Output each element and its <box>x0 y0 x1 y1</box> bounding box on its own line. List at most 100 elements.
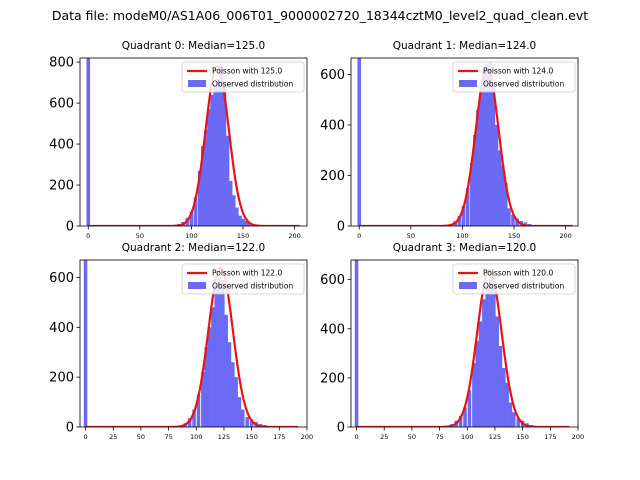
histogram-bar <box>201 372 205 427</box>
quadrant-1-panel: Quadrant 1: Median=124.0 0 200 400 600 0 50 100… <box>320 40 579 240</box>
histogram-bar <box>482 71 486 226</box>
legend: Poisson with 125.0 Observed distribution <box>181 61 305 93</box>
histogram-bar <box>500 165 505 226</box>
y-tick-label: 400 <box>320 118 345 133</box>
y-tick-label: 400 <box>320 322 345 337</box>
quadrant-2-panel: Quadrant 2: Median=122.0 0 200 400 600 0 25 50 7… <box>49 242 313 441</box>
histogram-bar <box>498 345 503 427</box>
histogram-bar <box>216 78 221 226</box>
y-tick-label: 200 <box>49 179 74 194</box>
y-tick-label: 400 <box>49 138 74 153</box>
histogram-bar <box>187 418 192 427</box>
histogram-bar <box>502 368 506 427</box>
histogram-bar <box>245 417 249 427</box>
legend: Poisson with 122.0 Observed distribution <box>181 263 305 295</box>
histogram-bar <box>479 89 483 226</box>
x-tick-label: 50 <box>137 433 145 441</box>
histogram-bar <box>473 135 477 226</box>
histogram-bar <box>465 188 470 226</box>
y-tick-label: 0 <box>337 220 345 235</box>
histogram-bar <box>228 180 233 226</box>
poisson-curve <box>85 266 299 427</box>
histogram-bar <box>463 407 467 427</box>
histogram-bar <box>516 418 520 427</box>
histogram-bar <box>485 64 490 226</box>
legend-bars-label: Observed distribution <box>212 282 293 291</box>
plot-area <box>354 260 570 427</box>
histogram-bar <box>224 314 228 427</box>
histogram-bar <box>221 279 225 427</box>
x-tick-label: 25 <box>380 433 388 441</box>
x-tick-label: 0 <box>357 232 361 240</box>
legend: Poisson with 124.0 Observed distribution <box>452 61 576 93</box>
histogram-bar <box>204 347 209 427</box>
y-tick-label: 0 <box>337 421 345 436</box>
x-tick-label: 100 <box>190 433 202 441</box>
histogram-bar <box>193 197 198 226</box>
histogram-bar <box>491 84 496 226</box>
histogram-bar <box>497 150 502 226</box>
y-tick-label: 800 <box>49 56 74 71</box>
histogram-bar <box>225 135 230 226</box>
plot-area <box>83 260 299 427</box>
x-tick-label: 150 <box>508 232 520 240</box>
histogram-bar <box>523 222 528 226</box>
histogram-bar <box>467 390 472 427</box>
x-tick-label: 150 <box>516 433 528 441</box>
x-tick-label: 200 <box>572 433 584 441</box>
histogram-bar <box>197 170 202 226</box>
histogram-bar <box>478 321 483 427</box>
histogram-bar <box>211 307 215 427</box>
histogram-bar <box>511 214 515 226</box>
figure-suptitle: Data file: modeM0/AS1A06_006T01_90000027… <box>52 8 588 23</box>
x-tick-label: 200 <box>301 433 313 441</box>
histogram-bar <box>508 402 513 427</box>
x-tick-label: 125 <box>489 433 501 441</box>
y-tick-label: 600 <box>49 97 74 112</box>
axes-frame <box>350 57 579 227</box>
quadrant-2-title: Quadrant 2: Median=122.0 <box>122 242 265 254</box>
y-tick-label: 600 <box>49 271 74 286</box>
x-tick-label: 0 <box>354 433 358 441</box>
axes-frame <box>350 259 579 428</box>
zero-bin-bar <box>354 260 359 427</box>
zero-bin-bar <box>357 58 362 226</box>
histogram-bar <box>482 299 486 427</box>
histogram-bar <box>461 205 466 226</box>
histogram-bar <box>214 284 218 427</box>
legend-bars-label: Observed distribution <box>483 282 564 291</box>
histogram-bar <box>492 279 496 427</box>
plot-area <box>357 58 573 226</box>
histogram-bar <box>495 316 499 427</box>
histogram-bar <box>217 277 222 427</box>
quadrant-3-title: Quadrant 3: Median=120.0 <box>393 242 536 254</box>
histogram-bar <box>192 409 196 427</box>
y-tick-label: 600 <box>320 68 345 83</box>
histogram-bar <box>207 327 212 427</box>
histogram-bar <box>210 94 214 226</box>
x-tick-label: 50 <box>408 433 416 441</box>
histogram-bar <box>512 412 516 427</box>
zero-bin-bar <box>83 260 88 427</box>
legend-bars-swatch <box>459 80 477 87</box>
histogram-bar <box>505 382 509 427</box>
legend: Poisson with 120.0 Observed distribution <box>452 263 576 295</box>
histogram-bar <box>207 109 211 226</box>
histogram-bar <box>475 341 480 427</box>
histogram-bar <box>472 363 476 427</box>
x-tick-label: 200 <box>559 232 571 240</box>
y-tick-label: 200 <box>320 169 345 184</box>
x-tick-label: 175 <box>273 433 285 441</box>
histogram-bar <box>485 284 489 427</box>
histogram-bar <box>244 220 248 226</box>
histogram-bar <box>227 342 232 427</box>
histogram-bar <box>189 211 194 226</box>
y-tick-label: 600 <box>320 273 345 288</box>
legend-bars-swatch <box>188 80 206 87</box>
histogram-bar <box>494 124 499 226</box>
histogram-bar <box>219 64 224 226</box>
y-tick-label: 0 <box>66 421 74 436</box>
y-tick-label: 200 <box>49 371 74 386</box>
legend-curve-label: Poisson with 124.0 <box>483 67 553 76</box>
